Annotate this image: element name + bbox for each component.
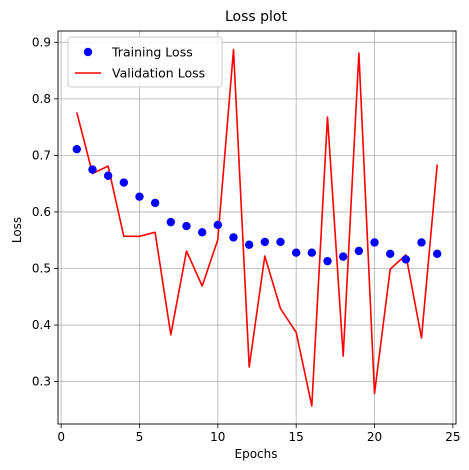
training-loss-point bbox=[354, 246, 364, 256]
y-axis-ticks: 0.3 0.4 0.5 0.6 0.7 0.8 0.9 bbox=[32, 35, 58, 389]
training-loss-point bbox=[385, 249, 395, 258]
x-tick-label: 5 bbox=[136, 430, 144, 444]
training-loss-point bbox=[260, 237, 270, 247]
x-tick-label: 25 bbox=[445, 430, 460, 444]
plot-frame bbox=[57, 30, 457, 425]
training-loss-point bbox=[401, 255, 411, 264]
legend: Training Loss Validation Loss bbox=[67, 36, 223, 88]
y-tick-label: 0.7 bbox=[32, 148, 51, 162]
training-loss-point bbox=[197, 228, 207, 237]
training-loss-point bbox=[88, 165, 97, 174]
legend-marker-training bbox=[83, 47, 93, 57]
training-loss-point bbox=[135, 192, 144, 201]
training-loss-point bbox=[119, 178, 129, 187]
x-tick-label: 20 bbox=[367, 430, 382, 444]
training-loss-point bbox=[370, 238, 379, 247]
training-loss-point bbox=[276, 237, 285, 247]
training-loss-point bbox=[244, 240, 254, 249]
x-tick-label: 10 bbox=[210, 430, 225, 444]
training-loss-point bbox=[417, 238, 426, 247]
training-loss-point bbox=[182, 221, 191, 231]
legend-label: Validation Loss bbox=[112, 66, 205, 81]
series-layer bbox=[72, 48, 442, 407]
validation-loss-line bbox=[76, 48, 438, 407]
training-loss-point bbox=[103, 171, 113, 180]
x-tick-label: 15 bbox=[289, 430, 304, 444]
training-loss-point bbox=[338, 252, 348, 261]
x-axis-ticks: 0 5 10 15 20 25 bbox=[57, 424, 461, 444]
training-loss-point bbox=[229, 233, 238, 242]
plot-area bbox=[72, 48, 442, 407]
training-loss-point bbox=[291, 248, 301, 257]
training-loss-point bbox=[323, 256, 332, 266]
y-axis-label: Loss bbox=[10, 217, 24, 243]
training-loss-point bbox=[72, 144, 82, 154]
training-loss-point bbox=[213, 220, 223, 230]
legend-box bbox=[67, 36, 223, 88]
y-tick-label: 0.9 bbox=[32, 35, 51, 49]
y-tick-label: 0.4 bbox=[32, 318, 51, 332]
y-tick-label: 0.5 bbox=[32, 261, 51, 275]
x-axis-label: Epochs bbox=[235, 447, 278, 461]
y-tick-label: 0.8 bbox=[32, 92, 51, 106]
y-tick-label: 0.6 bbox=[32, 205, 51, 219]
training-loss-point bbox=[150, 198, 160, 208]
x-tick-label: 0 bbox=[57, 430, 65, 444]
legend-label: Training Loss bbox=[111, 45, 193, 60]
chart-title: Loss plot bbox=[225, 9, 287, 25]
training-loss-point bbox=[166, 217, 176, 227]
y-tick-label: 0.3 bbox=[32, 375, 51, 389]
training-loss-point bbox=[432, 249, 442, 258]
training-loss-point bbox=[307, 248, 317, 257]
grid bbox=[58, 31, 456, 424]
